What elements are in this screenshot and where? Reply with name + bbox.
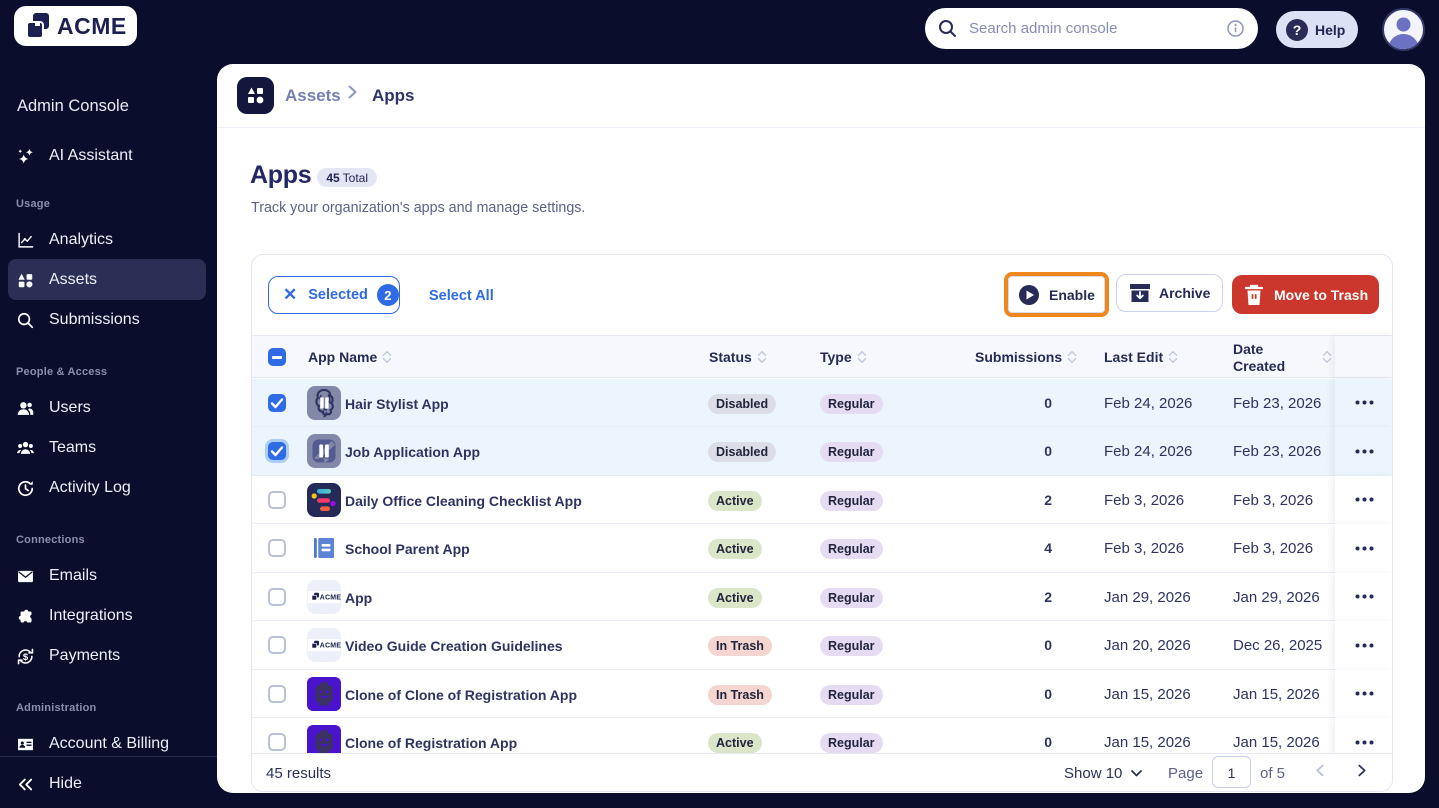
svg-text:$: $ (23, 651, 29, 662)
svg-text:ACME: ACME (320, 594, 341, 601)
svg-text:ACME: ACME (320, 643, 341, 650)
